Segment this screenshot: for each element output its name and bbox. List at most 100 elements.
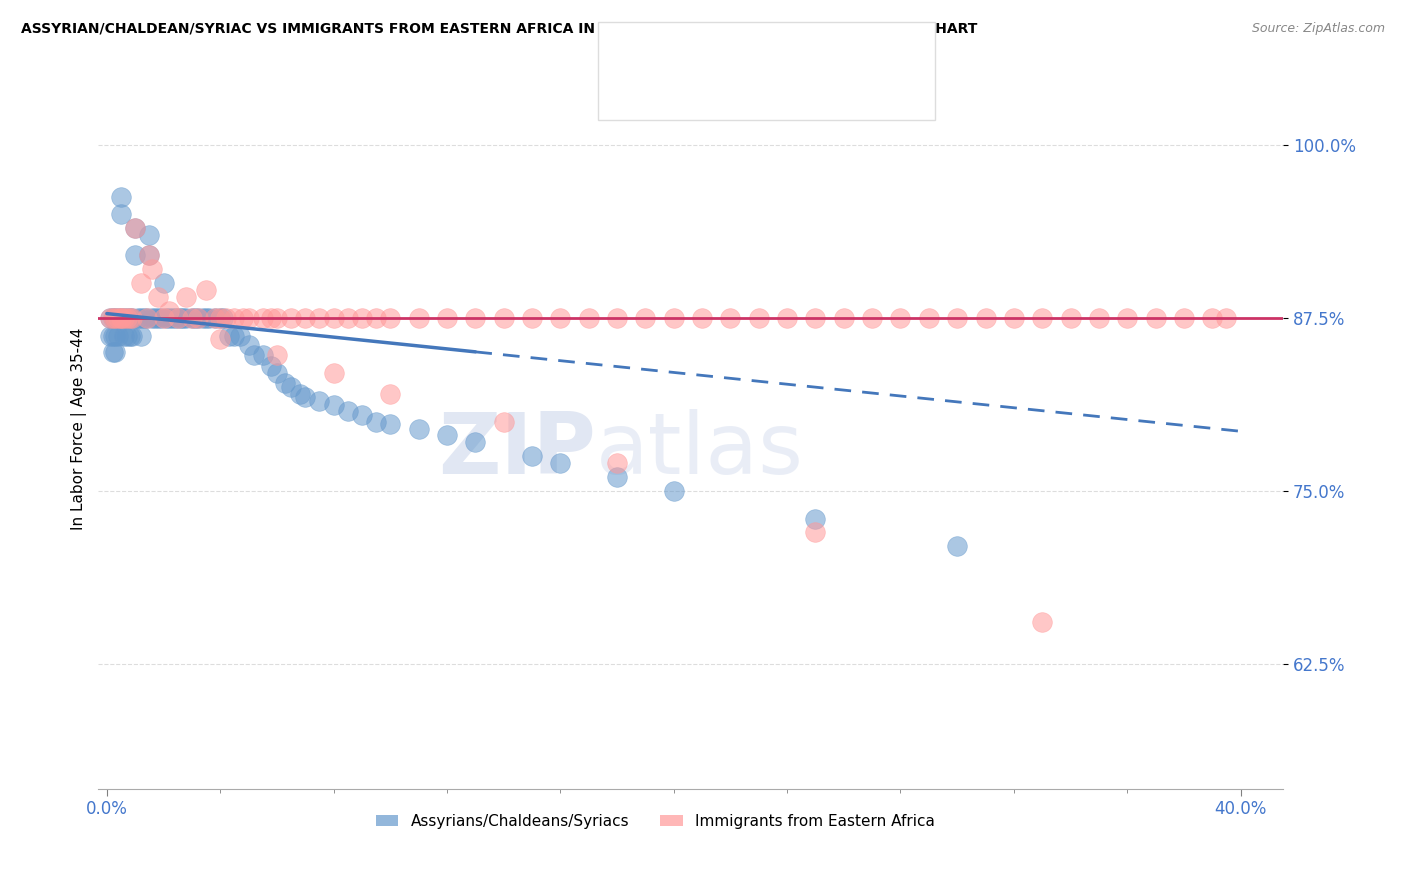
Point	[209, 310, 232, 325]
Point	[266, 310, 288, 325]
Point	[243, 348, 266, 362]
Point	[804, 310, 827, 325]
Text: -0.001: -0.001	[695, 72, 759, 90]
Point	[218, 328, 240, 343]
Point	[520, 449, 543, 463]
Point	[380, 387, 402, 401]
Point	[918, 310, 941, 325]
Point	[322, 398, 344, 412]
Point	[112, 310, 135, 325]
Point	[129, 328, 152, 343]
Point	[408, 421, 430, 435]
Point	[107, 310, 129, 325]
Point	[212, 310, 235, 325]
Point	[252, 310, 274, 325]
Point	[183, 310, 205, 325]
Y-axis label: In Labor Force | Age 35-44: In Labor Force | Age 35-44	[72, 327, 87, 530]
Point	[1002, 310, 1025, 325]
Point	[1031, 310, 1053, 325]
Point	[804, 511, 827, 525]
Point	[238, 310, 260, 325]
Point	[748, 310, 770, 325]
Point	[832, 310, 855, 325]
Point	[578, 310, 600, 325]
Point	[187, 310, 209, 325]
Point	[157, 303, 180, 318]
Point	[138, 248, 160, 262]
Text: N =: N =	[740, 42, 792, 60]
Point	[1031, 615, 1053, 630]
Text: 78: 78	[775, 72, 800, 90]
Point	[690, 310, 713, 325]
Point	[174, 290, 197, 304]
Point	[132, 310, 155, 325]
Point	[166, 310, 188, 325]
Point	[606, 470, 628, 484]
Point	[169, 310, 191, 325]
Point	[141, 262, 163, 277]
Point	[336, 310, 359, 325]
Point	[224, 328, 246, 343]
Point	[104, 310, 127, 325]
Point	[294, 390, 316, 404]
Point	[157, 310, 180, 325]
Point	[107, 328, 129, 343]
Point	[118, 328, 141, 343]
Point	[163, 310, 186, 325]
Point	[492, 415, 515, 429]
Point	[308, 393, 330, 408]
Point	[662, 310, 685, 325]
Point	[193, 310, 215, 325]
Text: -0.156: -0.156	[695, 42, 759, 60]
Point	[280, 380, 302, 394]
Point	[115, 310, 138, 325]
Point	[1144, 310, 1167, 325]
Point	[1173, 310, 1195, 325]
Text: Source: ZipAtlas.com: Source: ZipAtlas.com	[1251, 22, 1385, 36]
Point	[160, 310, 183, 325]
Point	[720, 310, 742, 325]
Point	[336, 403, 359, 417]
Point	[152, 310, 174, 325]
Point	[209, 332, 232, 346]
Point	[101, 310, 124, 325]
Text: R =: R =	[659, 42, 699, 60]
Text: ASSYRIAN/CHALDEAN/SYRIAC VS IMMIGRANTS FROM EASTERN AFRICA IN LABOR FORCE | AGE : ASSYRIAN/CHALDEAN/SYRIAC VS IMMIGRANTS F…	[21, 22, 977, 37]
Point	[436, 310, 458, 325]
Point	[408, 310, 430, 325]
Point	[104, 310, 127, 325]
Point	[110, 310, 132, 325]
Point	[366, 310, 388, 325]
Point	[1088, 310, 1111, 325]
Point	[110, 190, 132, 204]
Point	[110, 207, 132, 221]
Point	[138, 227, 160, 242]
Point	[322, 310, 344, 325]
Text: atlas: atlas	[596, 409, 804, 491]
Point	[98, 328, 121, 343]
Point	[322, 366, 344, 380]
Point	[101, 345, 124, 359]
Point	[974, 310, 997, 325]
Point	[288, 387, 311, 401]
Point	[776, 310, 799, 325]
Point	[98, 310, 121, 325]
Point	[266, 348, 288, 362]
Point	[492, 310, 515, 325]
Text: ZIP: ZIP	[439, 409, 596, 491]
Point	[366, 415, 388, 429]
Point	[520, 310, 543, 325]
Point	[946, 310, 969, 325]
Point	[294, 310, 316, 325]
Point	[1201, 310, 1223, 325]
Point	[127, 310, 149, 325]
Point	[198, 310, 221, 325]
Point	[1116, 310, 1139, 325]
Point	[204, 310, 226, 325]
Point	[121, 310, 143, 325]
Point	[110, 310, 132, 325]
Point	[204, 310, 226, 325]
Point	[550, 456, 572, 470]
Point	[266, 366, 288, 380]
Point	[115, 328, 138, 343]
